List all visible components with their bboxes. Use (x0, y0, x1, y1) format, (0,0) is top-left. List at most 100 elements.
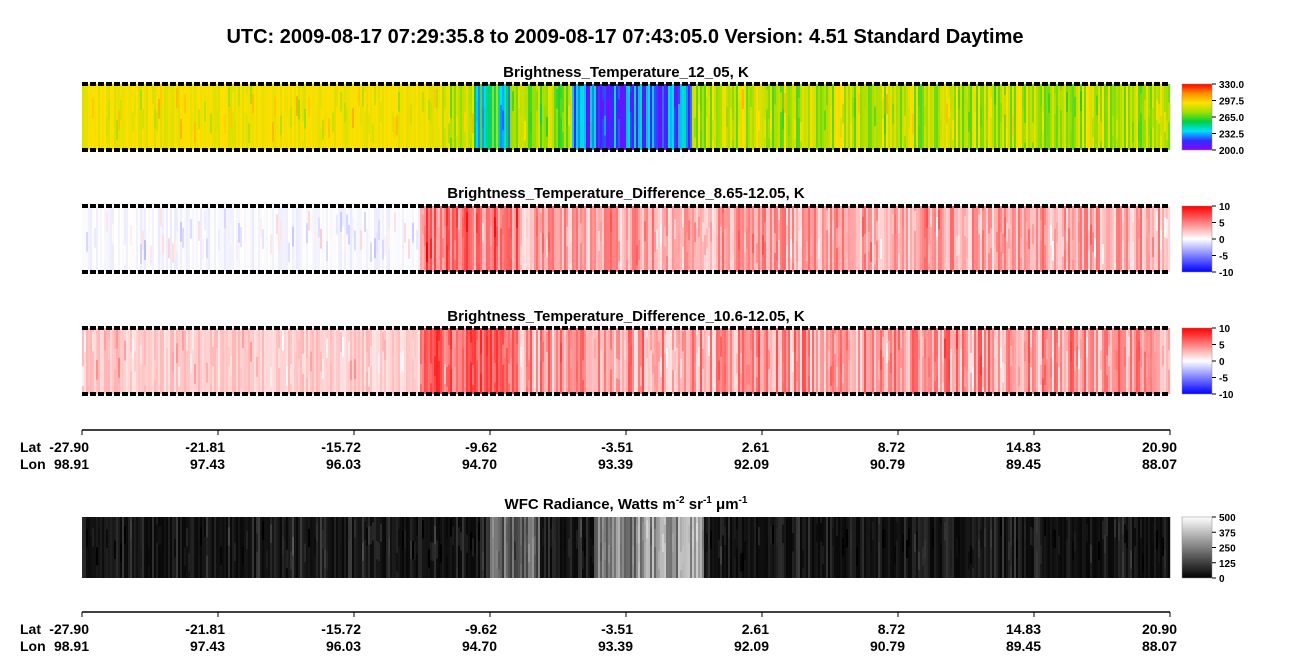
image-column (658, 341, 661, 362)
image-column (244, 517, 247, 578)
image-column (560, 98, 563, 119)
image-column (374, 84, 377, 150)
image-column (898, 330, 901, 350)
image-column (340, 328, 343, 394)
image-column (230, 355, 233, 376)
image-column (442, 328, 445, 394)
image-column (394, 117, 397, 138)
image-column (1094, 517, 1097, 578)
image-column (138, 206, 141, 272)
image-column (894, 545, 897, 565)
image-column (584, 538, 587, 557)
image-column (1046, 328, 1049, 394)
image-column (1052, 517, 1055, 578)
image-column (504, 328, 507, 394)
image-column (206, 238, 209, 259)
image-column (388, 229, 391, 250)
image-column (524, 120, 527, 141)
image-column (996, 328, 999, 394)
image-column (580, 328, 583, 394)
image-column (292, 84, 295, 150)
image-column (184, 328, 187, 394)
image-column (480, 517, 483, 578)
image-column (1066, 92, 1069, 112)
image-column (636, 245, 639, 266)
image-column (84, 517, 87, 578)
image-column (608, 206, 611, 272)
image-column (334, 328, 337, 394)
image-column (354, 517, 357, 578)
image-column (420, 363, 423, 384)
image-column (648, 522, 651, 541)
image-column (772, 232, 775, 252)
image-column (500, 517, 503, 578)
image-column (956, 84, 959, 150)
image-column (686, 328, 689, 394)
image-column (228, 517, 231, 578)
image-column (1062, 236, 1065, 257)
image-column (98, 526, 101, 546)
image-column (954, 206, 957, 272)
image-column (106, 529, 109, 548)
image-column (678, 84, 681, 105)
image-column (304, 543, 307, 562)
image-column (134, 84, 137, 150)
image-column (360, 230, 363, 251)
image-column (200, 84, 203, 150)
image-column (752, 84, 755, 150)
image-column (372, 123, 375, 144)
image-column (486, 206, 489, 272)
image-column (506, 328, 509, 394)
image-column (336, 328, 339, 394)
image-column (1046, 206, 1049, 272)
image-column (274, 517, 277, 578)
image-column (474, 328, 477, 394)
image-column (896, 517, 899, 578)
image-column (740, 237, 743, 258)
image-column (906, 84, 909, 150)
image-column (1050, 84, 1053, 150)
image-column (650, 84, 653, 150)
image-column (282, 536, 285, 555)
image-column (362, 86, 365, 107)
image-column (642, 101, 645, 122)
colorbar-tick-label: 125 (1219, 559, 1236, 570)
image-column (268, 328, 271, 394)
image-column (754, 517, 757, 578)
image-column (878, 84, 881, 150)
image-column (980, 219, 983, 239)
image-column (1116, 206, 1119, 272)
image-column (1028, 229, 1031, 249)
image-column (988, 113, 991, 134)
image-column (728, 328, 731, 394)
image-column (448, 345, 451, 365)
image-column (158, 526, 161, 545)
image-column (516, 206, 519, 272)
image-column (418, 517, 421, 578)
image-column (886, 343, 889, 364)
image-column (118, 206, 121, 272)
image-column (702, 348, 705, 369)
image-column (428, 99, 431, 120)
image-column (858, 517, 861, 578)
image-column (730, 84, 733, 150)
image-column (202, 84, 205, 150)
image-column (214, 206, 217, 272)
image-column (472, 538, 475, 557)
image-column (592, 84, 595, 150)
image-column (550, 517, 553, 578)
image-column (492, 519, 495, 538)
image-column (794, 517, 797, 578)
image-column (712, 517, 715, 578)
image-column (1128, 84, 1131, 150)
image-column (244, 92, 247, 113)
image-column (326, 338, 329, 359)
image-column (470, 206, 473, 272)
image-column (320, 108, 323, 129)
image-column (226, 328, 229, 394)
image-column (232, 517, 235, 578)
image-column (1112, 206, 1115, 272)
image-column (884, 517, 887, 578)
image-column (640, 517, 643, 578)
image-column (414, 206, 417, 272)
